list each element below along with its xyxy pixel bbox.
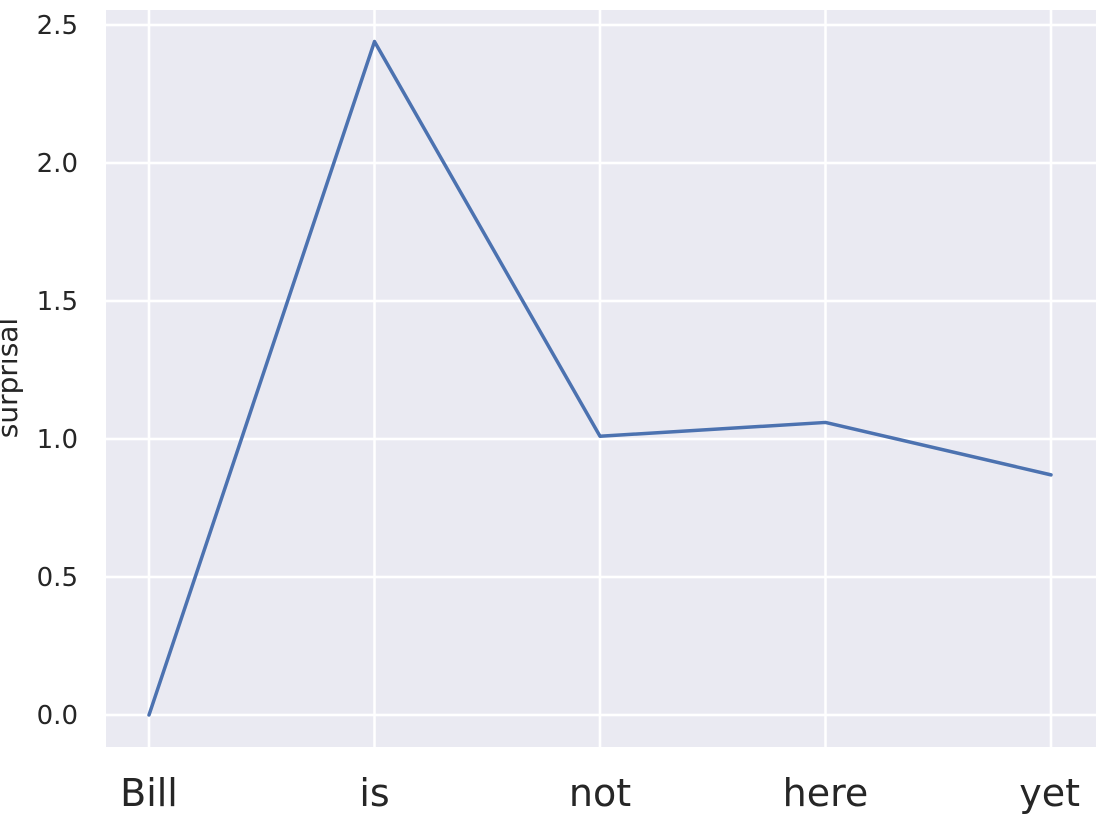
y-tick-labels: 0.0 0.5 1.0 1.5 2.0 2.5 [37, 11, 78, 731]
y-tick-label: 2.5 [37, 11, 78, 41]
y-tick-label: 1.5 [37, 287, 78, 317]
grid-lines [106, 10, 1096, 747]
x-tick-label: is [359, 771, 389, 815]
x-tick-labels: Bill is not here yet [120, 771, 1080, 815]
x-tick-label: Bill [120, 771, 178, 815]
y-tick-label: 1.0 [37, 425, 78, 455]
y-tick-label: 0.5 [37, 563, 78, 593]
y-tick-label: 2.0 [37, 149, 78, 179]
x-tick-label: not [569, 771, 631, 815]
series-line-0 [147, 39, 1053, 717]
series-lines [147, 39, 1053, 717]
x-tick-label: yet [1019, 771, 1080, 815]
x-tick-label: here [783, 771, 869, 815]
y-tick-label: 0.0 [37, 701, 78, 731]
y-axis-label: surprisal [0, 318, 24, 438]
